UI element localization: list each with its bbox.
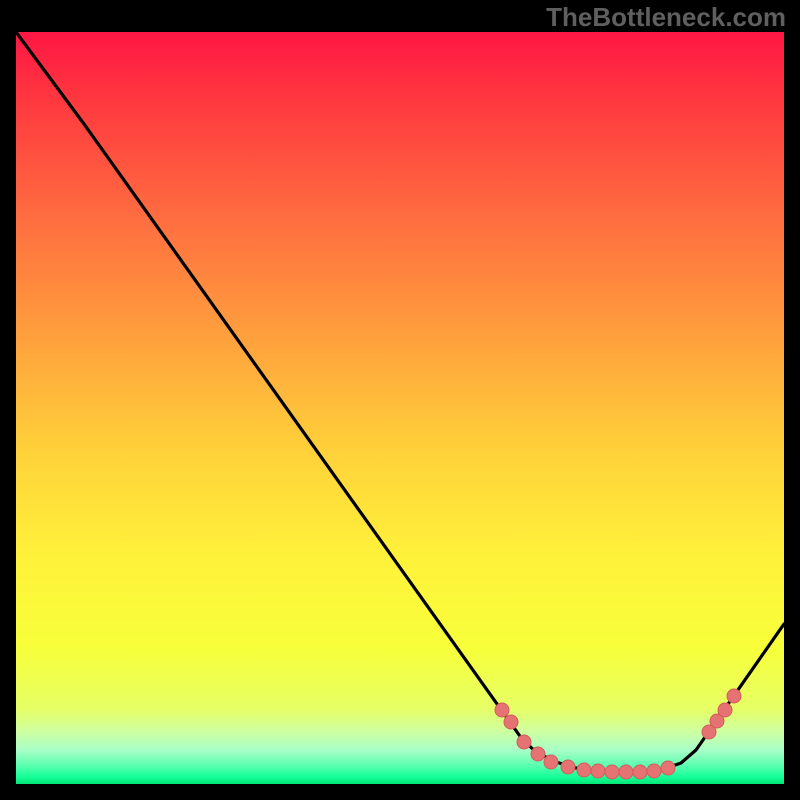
data-marker [577,763,591,777]
data-marker [727,689,741,703]
data-marker [605,765,619,779]
data-marker [544,755,558,769]
data-marker [647,764,661,778]
watermark-label: TheBottleneck.com [546,2,786,33]
data-marker [531,747,545,761]
data-marker [517,735,531,749]
data-marker [661,761,675,775]
plot-svg [16,32,784,784]
data-marker [633,765,647,779]
data-marker [495,703,509,717]
data-marker [591,764,605,778]
plot-area [16,32,784,784]
gradient-background [16,32,784,784]
data-marker [561,760,575,774]
data-marker [718,703,732,717]
data-marker [504,715,518,729]
data-marker [619,765,633,779]
